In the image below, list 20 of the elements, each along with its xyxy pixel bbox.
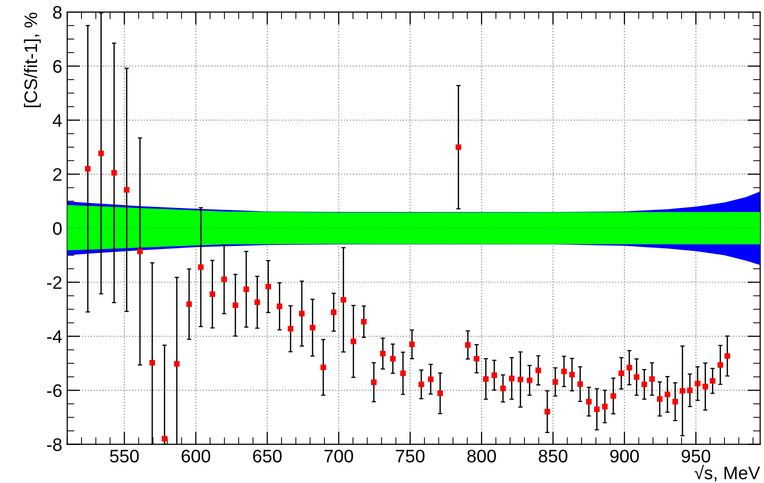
x-tick-label: 800 xyxy=(467,450,496,462)
x-tick-label: 650 xyxy=(253,450,282,462)
y-tick-label: 8 xyxy=(53,6,62,19)
y-tick-label: -8 xyxy=(47,438,62,452)
y-tick-label: 0 xyxy=(53,222,62,235)
x-axis-title: √s, MeV xyxy=(694,464,760,482)
y-tick-label: 4 xyxy=(52,114,62,127)
x-tick-label: 750 xyxy=(396,450,424,462)
y-axis-title: [CS/fit-1], % xyxy=(24,12,41,108)
x-tick-label: 550 xyxy=(110,450,139,462)
x-tick-label: 600 xyxy=(182,450,210,462)
x-tick-label: 700 xyxy=(324,450,354,462)
x-tick-label: 950 xyxy=(682,450,710,462)
y-tick-label: 6 xyxy=(53,60,62,73)
y-tick-label: 2 xyxy=(53,168,62,181)
x-tick-label: 900 xyxy=(610,450,639,462)
y-tick-label: -6 xyxy=(47,384,62,398)
y-tick-label: -2 xyxy=(47,276,62,289)
y-tick-label: -4 xyxy=(47,330,62,343)
x-tick-label: 850 xyxy=(538,450,568,462)
